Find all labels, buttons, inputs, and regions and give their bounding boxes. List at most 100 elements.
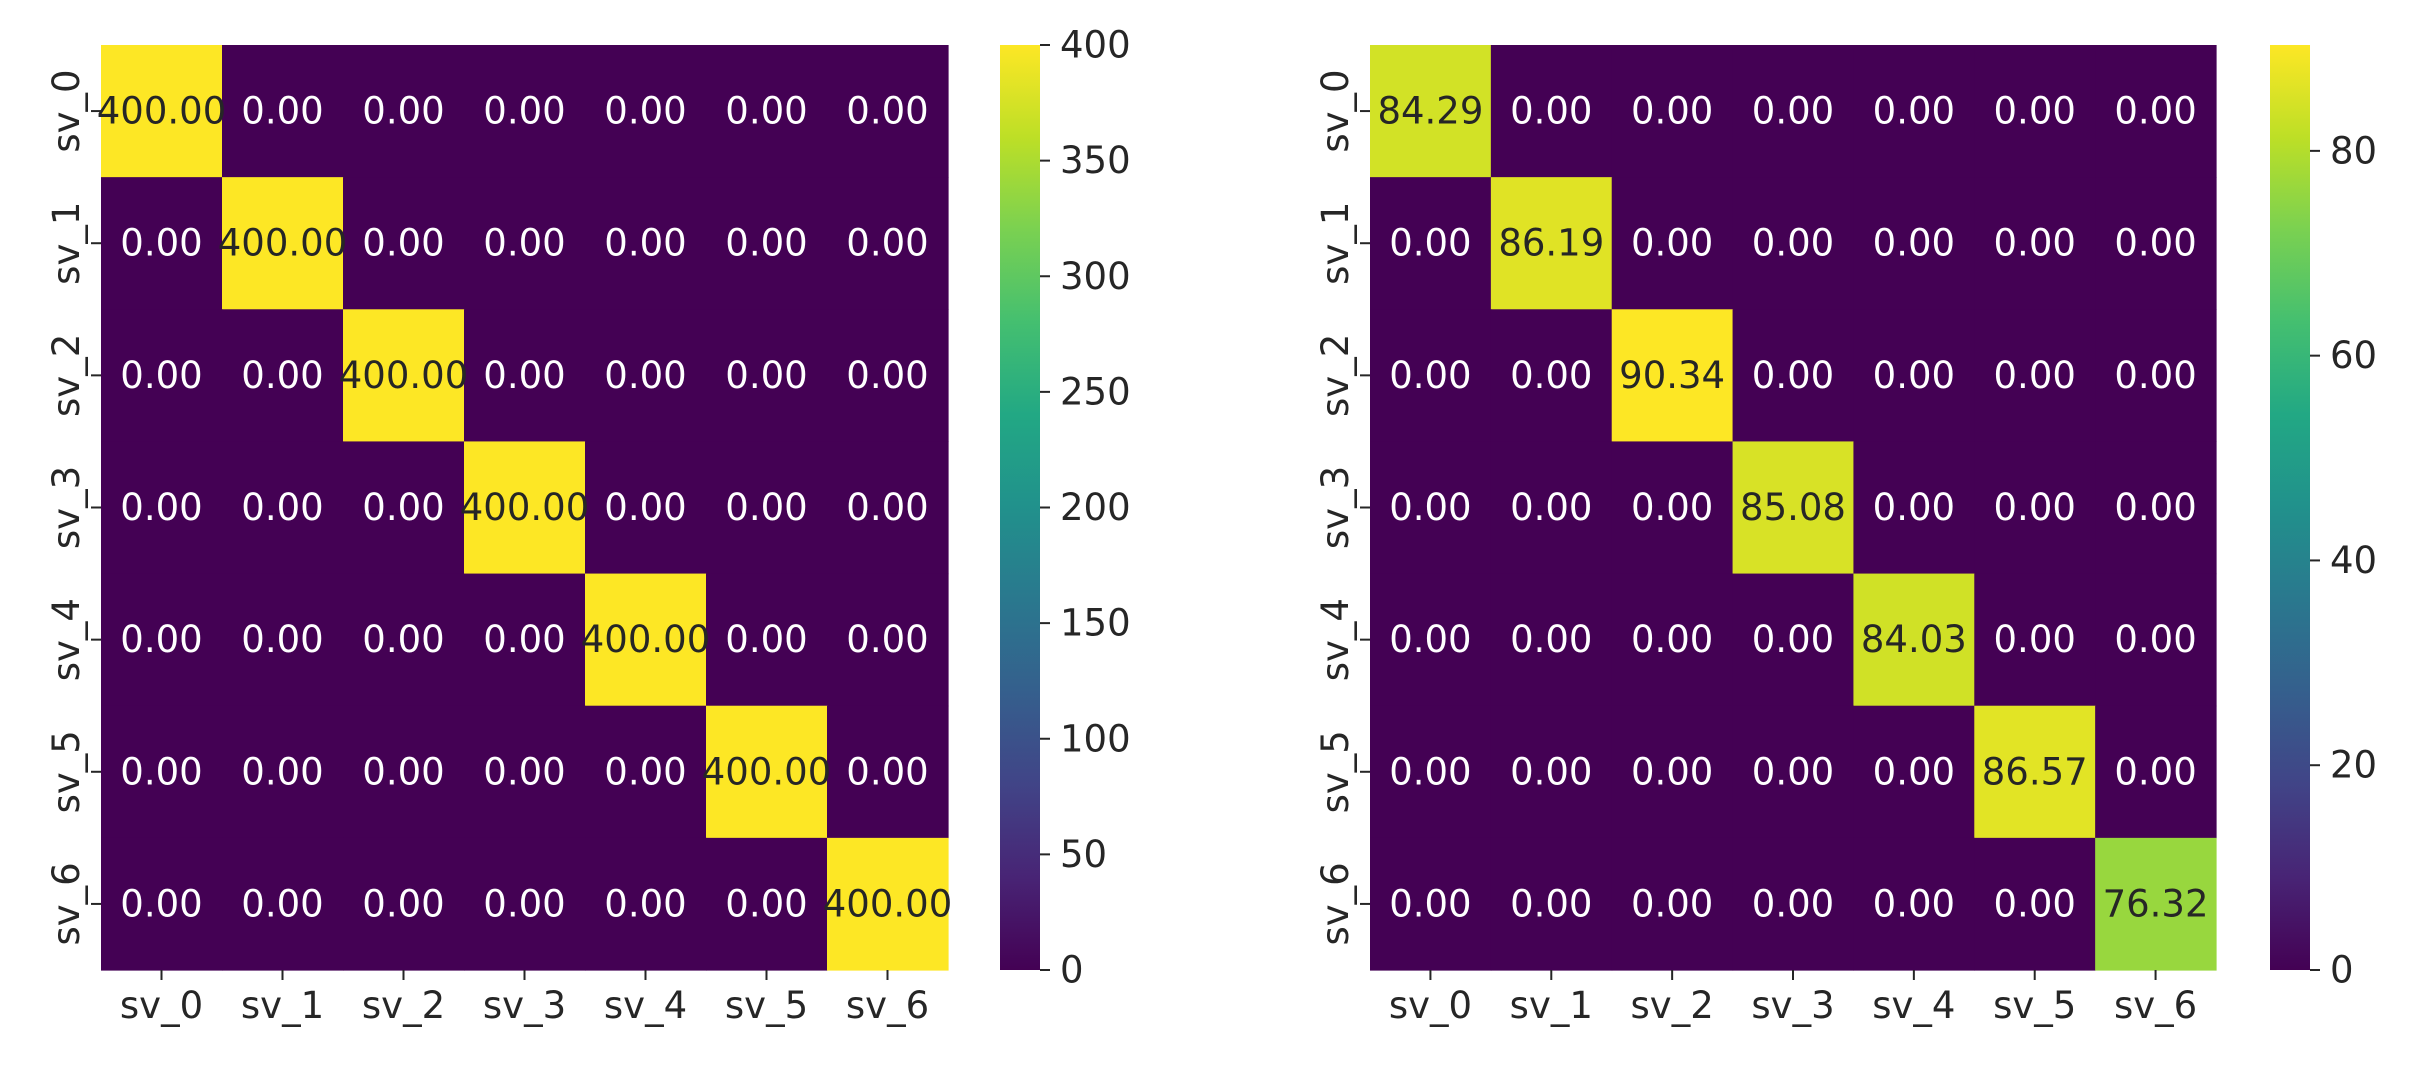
cell-annotation-r5-c5: 86.57 — [1982, 750, 2088, 793]
y-tick-label-4: sv_4 — [1314, 598, 1357, 681]
cell-annotation-r5-c0: 0.00 — [120, 750, 202, 793]
heatmap-cell-r3-c3 — [1732, 441, 1855, 575]
heatmap-cell-r3-c2 — [343, 441, 465, 575]
cell-annotation-r4-c4: 84.03 — [1861, 618, 1967, 661]
cell-annotation-r2-c0: 0.00 — [120, 354, 202, 397]
heatmap-cell-r2-c5 — [1974, 309, 2096, 443]
y-tick-label-0: sv_0 — [45, 69, 88, 152]
x-tick-label-5: sv_5 — [725, 984, 808, 1027]
cell-annotation-r1-c4: 0.00 — [1873, 222, 1955, 265]
heatmap-cell-r3-c1 — [1490, 441, 1613, 575]
heatmap-cell-r0-c6 — [2095, 45, 2217, 178]
cell-annotation-r3-c1: 0.00 — [1510, 486, 1592, 529]
heatmap-cell-r6-c2 — [1611, 837, 1734, 971]
heatmap-cell-r4-c0 — [1370, 573, 1492, 707]
heatmap-cell-r1-c2 — [1611, 177, 1734, 310]
y-tick-label-5: sv_5 — [45, 730, 88, 813]
x-tick-label-6: sv_6 — [846, 984, 929, 1027]
colorbar-tick-label-6: 300 — [1060, 255, 1131, 298]
heatmap-cell-r1-c1 — [1490, 177, 1613, 310]
cell-annotation-r3-c6: 0.00 — [2114, 486, 2196, 529]
heatmap-cell-r3-c0 — [101, 441, 223, 575]
cell-annotation-r0-c4: 0.00 — [604, 90, 686, 133]
cell-annotation-r3-c3: 85.08 — [1740, 486, 1846, 529]
cell-annotation-r4-c2: 0.00 — [1631, 618, 1713, 661]
cell-annotation-r4-c4: 400.00 — [581, 618, 710, 661]
cell-annotation-r3-c0: 0.00 — [1389, 486, 1471, 529]
x-tick-label-2: sv_2 — [1631, 984, 1714, 1027]
heatmap-cell-r5-c0 — [1370, 705, 1492, 839]
heatmap-cell-r6-c1 — [222, 837, 344, 971]
cell-annotation-r3-c4: 0.00 — [1873, 486, 1955, 529]
heatmap-cell-r4-c5 — [706, 573, 828, 707]
y-tick-label-4: sv_4 — [45, 598, 88, 681]
cell-annotation-r2-c0: 0.00 — [1389, 354, 1471, 397]
heatmap-cell-r2-c2 — [1611, 309, 1734, 443]
heatmap-cell-r1-c0 — [1370, 177, 1492, 310]
colorbar — [1000, 45, 1040, 970]
heatmap-cell-r5-c6 — [827, 705, 949, 839]
x-tick-label-0: sv_0 — [1389, 984, 1472, 1027]
heatmap-cell-r4-c1 — [222, 573, 344, 707]
y-tick-label-0: sv_0 — [1314, 69, 1357, 152]
y-tick-label-1: sv_1 — [1314, 202, 1357, 285]
cell-annotation-r5-c3: 0.00 — [1752, 750, 1834, 793]
colorbar-tick-label-1: 50 — [1060, 833, 1107, 876]
heatmap-cell-r4-c3 — [464, 573, 586, 707]
cell-annotation-r2-c5: 0.00 — [725, 354, 807, 397]
cell-annotation-r2-c3: 0.00 — [1752, 354, 1834, 397]
cell-annotation-r6-c3: 0.00 — [1752, 882, 1834, 925]
cell-annotation-r1-c3: 0.00 — [1752, 222, 1834, 265]
heatmap-cell-r0-c3 — [1732, 45, 1855, 178]
heatmap-cell-r4-c4 — [1853, 573, 1975, 707]
y-tick-label-5: sv_5 — [1314, 730, 1357, 813]
cell-annotation-r2-c5: 0.00 — [1994, 354, 2076, 397]
cell-annotation-r0-c0: 400.00 — [97, 90, 226, 133]
cell-annotation-r4-c5: 0.00 — [1994, 618, 2076, 661]
cell-annotation-r0-c2: 0.00 — [362, 90, 444, 133]
cell-annotation-r1-c5: 0.00 — [1994, 222, 2076, 265]
cell-annotation-r0-c5: 0.00 — [725, 90, 807, 133]
colorbar-tick-label-7: 350 — [1060, 139, 1131, 182]
cell-annotation-r5-c6: 0.00 — [2114, 750, 2196, 793]
cell-annotation-r3-c4: 0.00 — [604, 486, 686, 529]
cell-annotation-r0-c1: 0.00 — [241, 90, 323, 133]
cell-annotation-r6-c4: 0.00 — [1873, 882, 1955, 925]
heatmap-cell-r2-c0 — [101, 309, 223, 443]
x-tick-label-5: sv_5 — [1993, 984, 2076, 1027]
heatmap-cell-r1-c5 — [706, 177, 828, 310]
colorbar-tick-label-5: 250 — [1060, 370, 1131, 413]
heatmap-cell-r2-c1 — [1490, 309, 1613, 443]
heatmap-cell-r1-c2 — [343, 177, 465, 310]
cell-annotation-r3-c5: 0.00 — [725, 486, 807, 529]
cell-annotation-r4-c6: 0.00 — [2114, 618, 2196, 661]
heatmap-cell-r5-c2 — [343, 705, 465, 839]
heatmap-cell-r1-c6 — [827, 177, 949, 310]
cell-annotation-r1-c2: 0.00 — [362, 222, 444, 265]
cell-annotation-r2-c6: 0.00 — [846, 354, 928, 397]
heatmap-cell-r1-c0 — [101, 177, 223, 310]
heatmap-cell-r5-c1 — [222, 705, 344, 839]
heatmap-left: 400.00 0.00 0.00 0.00 0.00 0.00 0.00 0.00 400.00… — [45, 24, 1131, 1028]
heatmap-cell-r0-c2 — [343, 45, 465, 178]
cell-annotation-r6-c0: 0.00 — [1389, 882, 1471, 925]
cell-annotation-r3-c6: 0.00 — [846, 486, 928, 529]
heatmap-cell-r4-c6 — [827, 573, 949, 707]
heatmap-cell-r0-c4 — [585, 45, 707, 178]
colorbar-tick-label-0: 0 — [2330, 949, 2354, 992]
cell-annotation-r0-c0: 84.29 — [1377, 90, 1483, 133]
cell-annotation-r3-c2: 0.00 — [362, 486, 444, 529]
heatmap-cell-r1-c3 — [464, 177, 586, 310]
heatmap-cell-r2-c1 — [222, 309, 344, 443]
heatmap-cell-r2-c3 — [464, 309, 586, 443]
y-tick-label-2: sv_2 — [45, 334, 88, 417]
cell-annotation-r1-c6: 0.00 — [2114, 222, 2196, 265]
x-tick-label-6: sv_6 — [2114, 984, 2197, 1027]
heatmap-cell-r3-c6 — [827, 441, 949, 575]
cell-annotation-r6-c6: 400.00 — [823, 882, 952, 925]
x-tick-label-4: sv_4 — [604, 984, 687, 1027]
heatmap-cell-r0-c3 — [464, 45, 586, 178]
colorbar-tick-label-3: 60 — [2330, 334, 2377, 377]
cell-annotation-r6-c5: 0.00 — [1994, 882, 2076, 925]
cell-annotation-r0-c1: 0.00 — [1510, 90, 1592, 133]
